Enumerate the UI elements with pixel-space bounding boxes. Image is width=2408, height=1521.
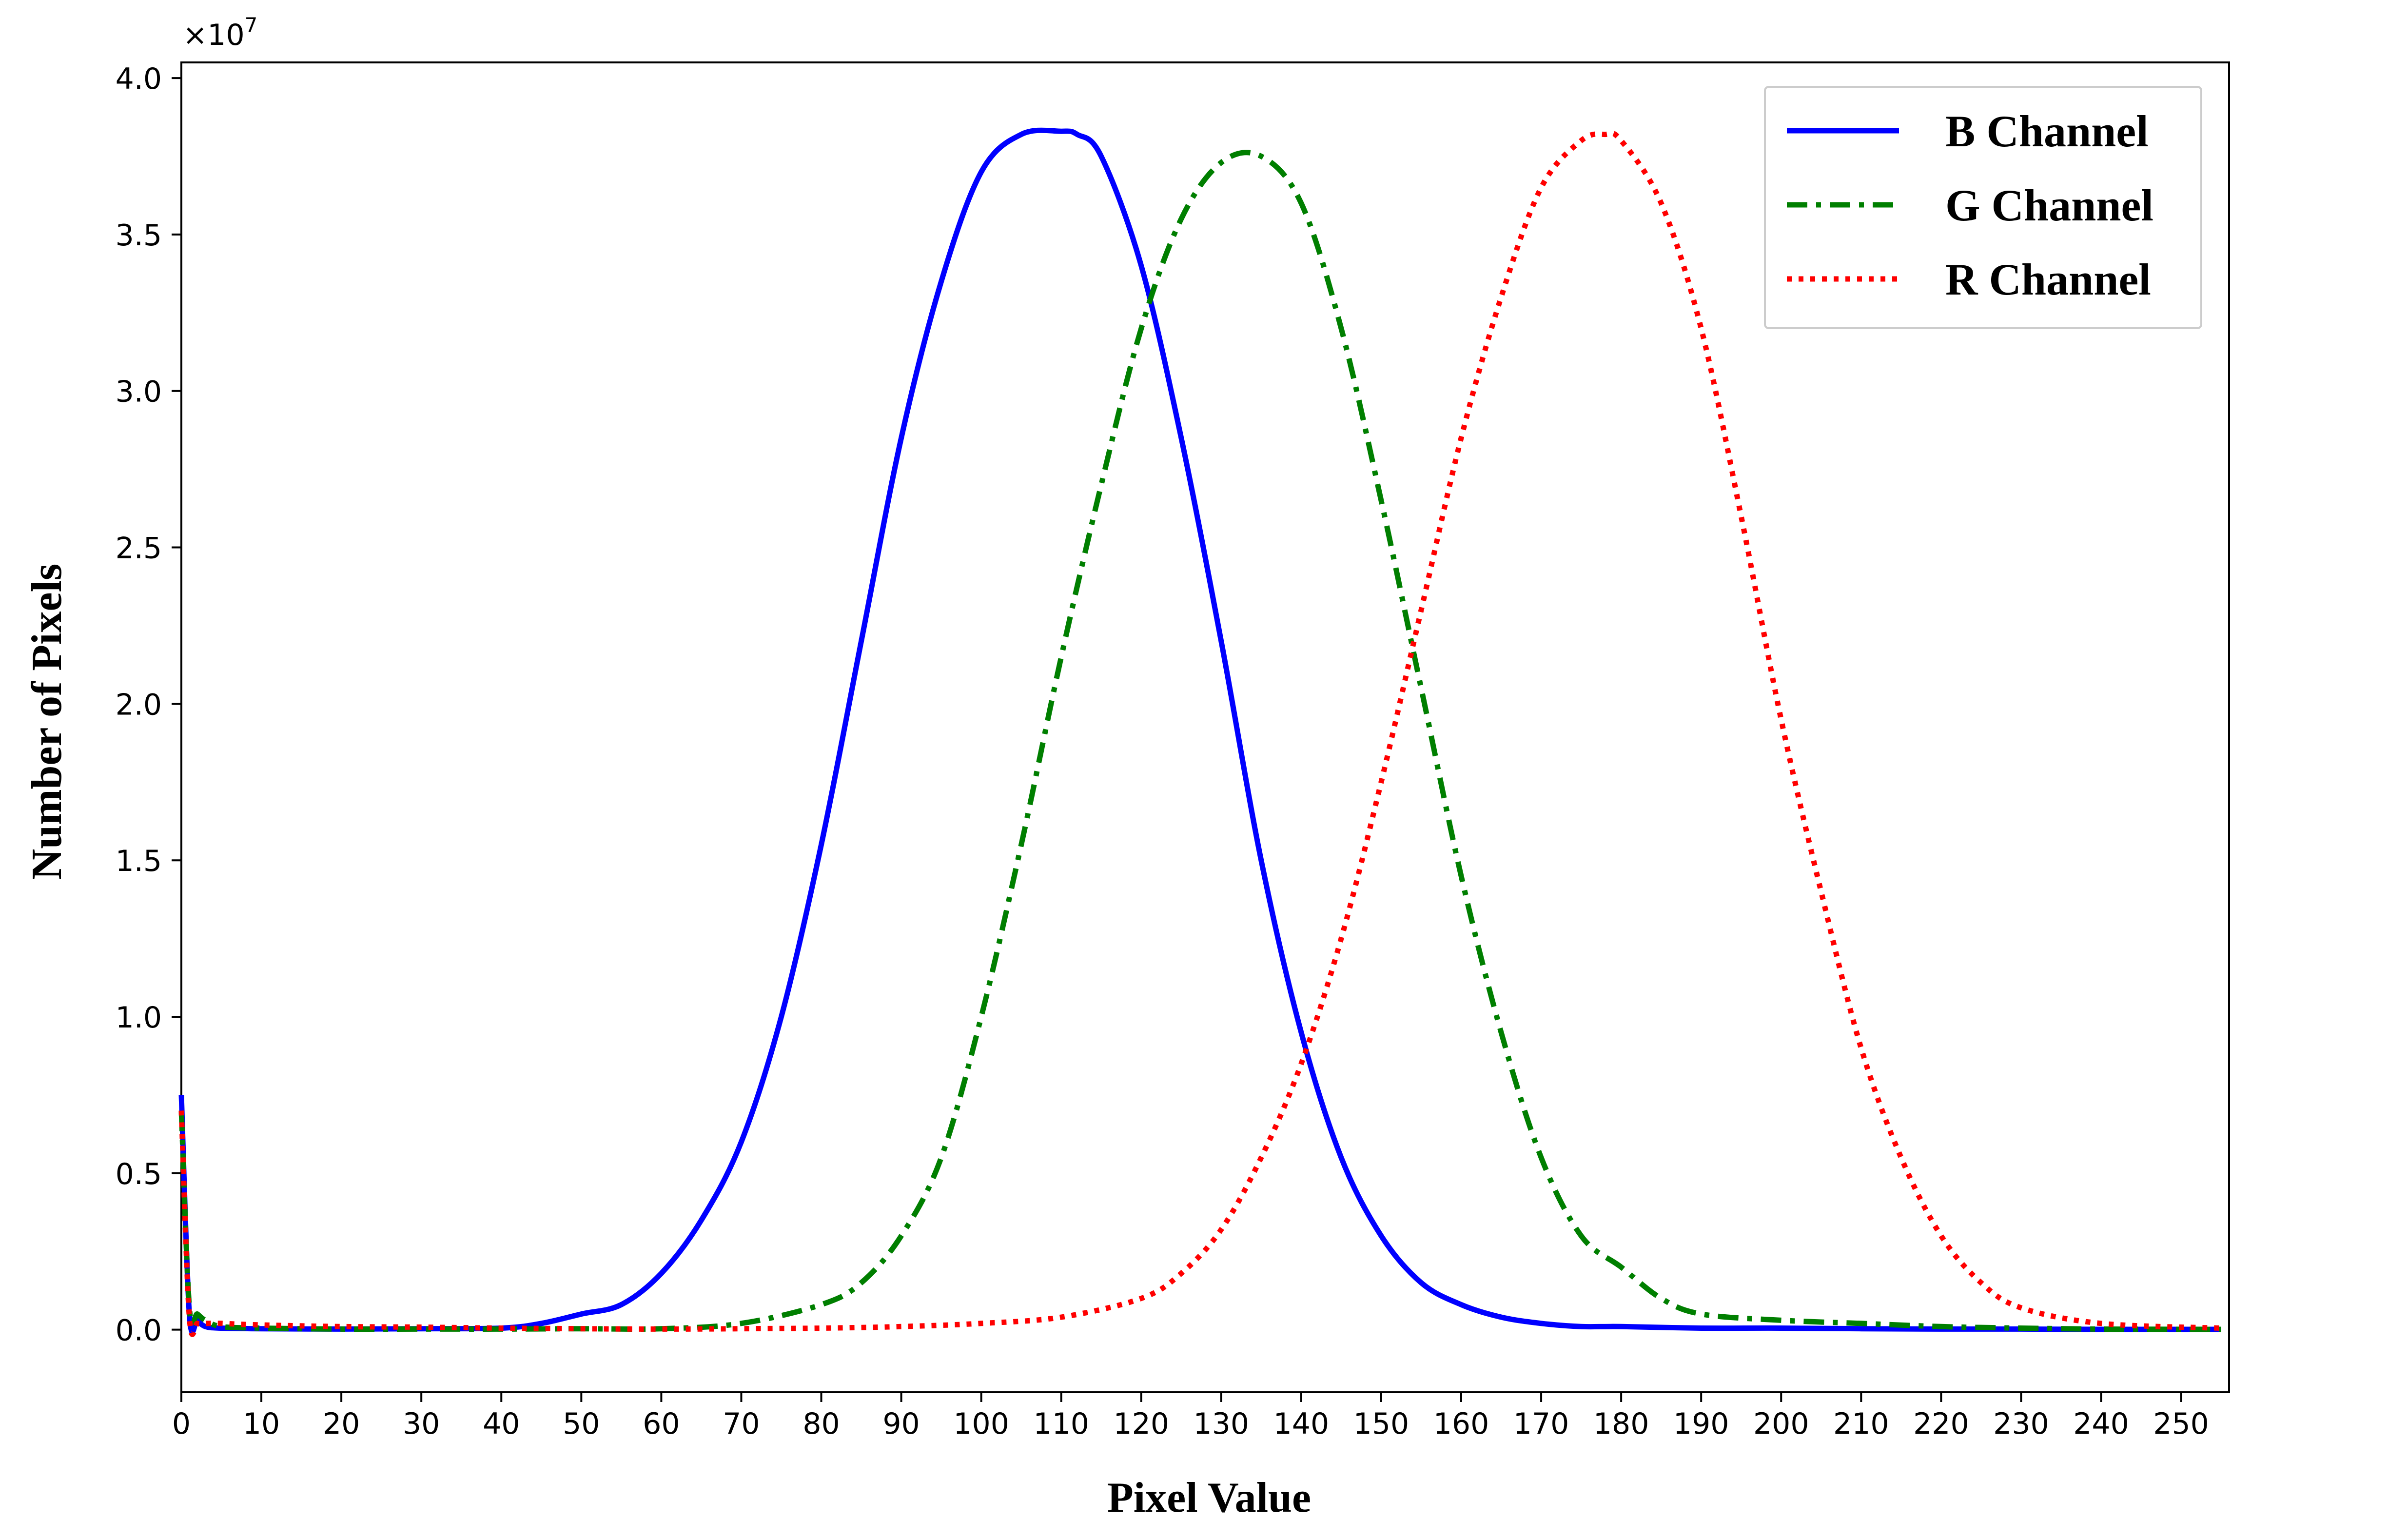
y-tick-label: 3.0	[116, 375, 162, 409]
x-tick-label: 20	[323, 1407, 360, 1441]
x-tick-label: 90	[882, 1407, 920, 1441]
x-tick-label: 150	[1353, 1407, 1410, 1441]
x-tick-label: 240	[2073, 1407, 2129, 1441]
y-offset-base: ×10	[183, 18, 245, 52]
x-tick-label: 180	[1593, 1407, 1649, 1441]
series-layer	[178, 127, 2221, 1337]
x-tick-label: 60	[643, 1407, 680, 1441]
x-axis-title: Pixel Value	[1107, 1474, 1311, 1521]
y-axis-title: Number of Pixels	[23, 564, 71, 880]
y-axis-offset-label: ×107	[183, 13, 257, 52]
y-tick-label: 2.0	[116, 688, 162, 722]
x-tick-label: 230	[1993, 1407, 2049, 1441]
x-tick-label: 220	[1913, 1407, 1969, 1441]
legend-label-g-channel: G Channel	[1945, 180, 2153, 230]
x-tick-label: 40	[483, 1407, 520, 1441]
x-tick-label: 130	[1194, 1407, 1250, 1441]
y-tick-label: 1.5	[116, 844, 162, 878]
y-tick-label: 3.5	[116, 218, 162, 253]
x-tick-label: 190	[1673, 1407, 1729, 1441]
y-tick-label: 1.0	[116, 1001, 162, 1035]
legend-label-r-channel: R Channel	[1945, 255, 2151, 304]
x-tick-label: 170	[1513, 1407, 1569, 1441]
series-line-r-channel	[178, 130, 2221, 1337]
legend: B Channel G Channel R Channel	[1764, 86, 2202, 329]
x-tick-label: 110	[1033, 1407, 1089, 1441]
x-tick-label: 250	[2153, 1407, 2209, 1441]
y-offset-exponent: 7	[245, 13, 258, 37]
x-tick-label: 160	[1433, 1407, 1489, 1441]
x-tick-label: 80	[803, 1407, 840, 1441]
legend-box	[1764, 86, 2202, 329]
x-tick-label: 50	[563, 1407, 600, 1441]
x-tick-label: 120	[1113, 1407, 1169, 1441]
x-axis-ticks: 0 10 20 30 40 50 60 70 80 90 100 110 120 130 140 150 160…	[172, 1392, 2209, 1441]
series-line-g-channel	[178, 150, 2221, 1332]
x-tick-label: 10	[243, 1407, 280, 1441]
y-tick-label: 4.0	[116, 62, 162, 96]
x-tick-label: 210	[1833, 1407, 1889, 1441]
x-tick-label: 30	[403, 1407, 440, 1441]
y-tick-label: 0.5	[116, 1157, 162, 1191]
legend-label-b-channel: B Channel	[1945, 106, 2149, 156]
axes-frame	[180, 61, 2230, 1393]
x-tick-label: 200	[1753, 1407, 1809, 1441]
x-tick-label: 70	[723, 1407, 760, 1441]
plot-area	[180, 61, 2230, 1393]
y-axis-ticks: 0.0 0.5 1.0 1.5 2.0 2.5 3.0 3.5 4.0	[116, 62, 181, 1348]
y-tick-label: 2.5	[116, 532, 162, 566]
x-tick-label: 0	[172, 1407, 191, 1441]
x-tick-label: 100	[953, 1407, 1009, 1441]
x-tick-label: 140	[1273, 1407, 1330, 1441]
legend-items: B Channel G Channel R Channel	[1787, 106, 2153, 304]
y-tick-label: 0.0	[116, 1314, 162, 1348]
